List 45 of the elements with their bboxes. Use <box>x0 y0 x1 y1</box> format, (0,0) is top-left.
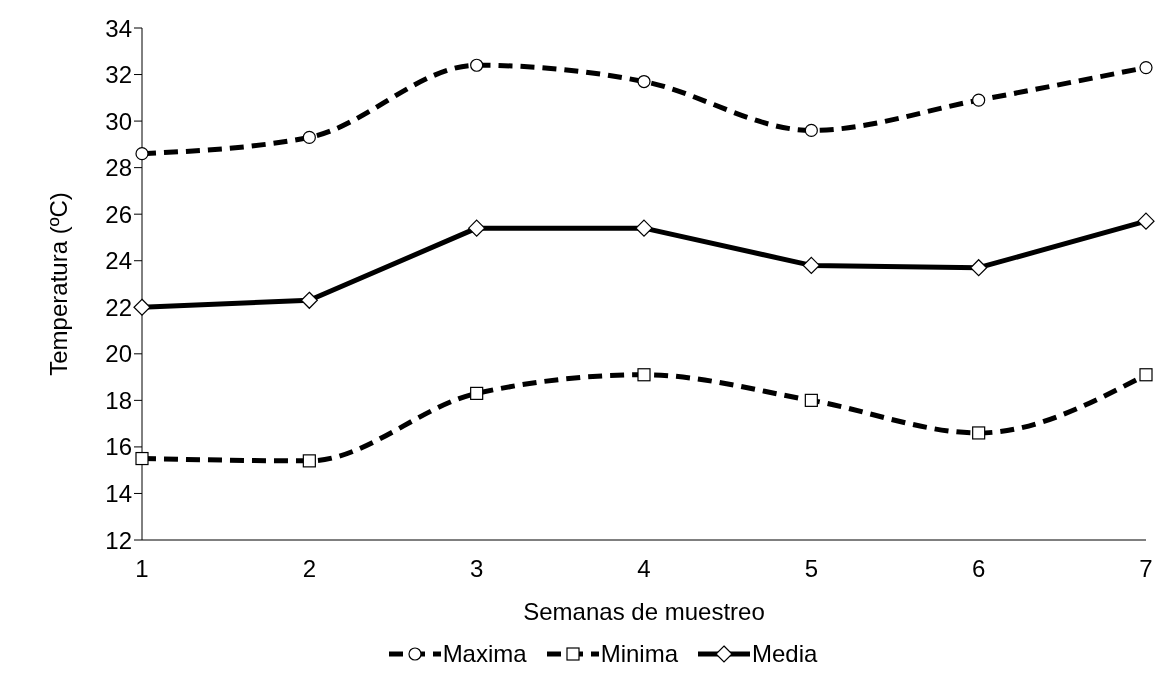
point <box>637 368 651 382</box>
point <box>135 147 149 161</box>
x-tick-label: 1 <box>135 555 149 583</box>
x-tick-label: 2 <box>302 555 317 583</box>
point <box>1139 60 1153 75</box>
x-tick-label: 3 <box>469 555 484 583</box>
y-tick-label: 22 <box>105 293 132 321</box>
y-tick-label: 30 <box>105 107 132 135</box>
y-tick-label: 26 <box>105 200 132 228</box>
x-tick-label: 7 <box>1139 555 1153 583</box>
point <box>972 93 986 107</box>
point <box>804 123 818 137</box>
y-tick-label: 16 <box>105 433 132 461</box>
legend-label: Media <box>751 640 818 668</box>
legend-label: Minima <box>600 640 678 668</box>
point <box>300 291 318 309</box>
y-tick-label: 14 <box>105 479 132 507</box>
point <box>468 219 486 237</box>
point <box>635 219 653 237</box>
y-tick-label: 20 <box>105 340 132 368</box>
y-tick-label: 28 <box>105 154 132 182</box>
x-tick-label: 6 <box>971 555 986 583</box>
x-tick-label: 4 <box>637 555 651 583</box>
y-tick-label: 24 <box>105 247 132 275</box>
y-tick-label: 12 <box>105 526 132 554</box>
point <box>302 454 316 468</box>
x-tick-label: 5 <box>804 555 819 583</box>
point <box>302 130 316 144</box>
y-tick-label: 18 <box>105 386 132 414</box>
point <box>1139 368 1153 382</box>
point <box>135 451 149 466</box>
point <box>637 74 651 89</box>
point <box>1137 212 1155 230</box>
x-axis-title: Semanas de muestreo <box>523 598 765 625</box>
point <box>804 393 818 407</box>
legend-label: Maxima <box>442 640 527 668</box>
y-axis-title: Temperatura (ºC) <box>44 192 72 376</box>
point <box>970 259 988 277</box>
y-tick-label: 34 <box>105 14 132 42</box>
point <box>133 298 151 316</box>
point <box>470 386 484 400</box>
point <box>802 256 820 274</box>
point <box>470 58 484 72</box>
point <box>972 426 986 440</box>
y-tick-label: 32 <box>105 61 132 89</box>
